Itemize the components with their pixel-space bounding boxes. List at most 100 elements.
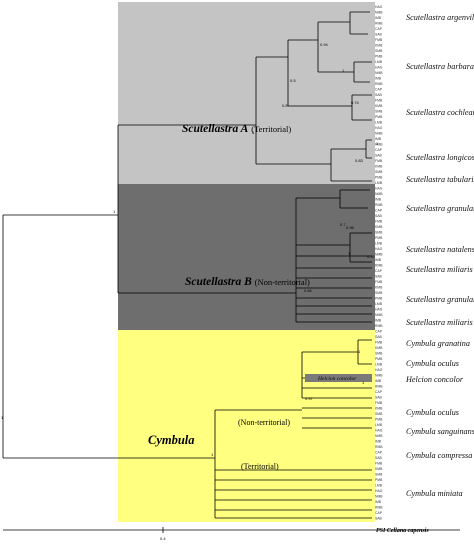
tip-code: SMB xyxy=(375,170,383,174)
node-support: 1 xyxy=(1,415,4,420)
tip-code: CAP xyxy=(375,511,383,515)
tip-code: NMB xyxy=(375,192,383,196)
node-support: 0.5 xyxy=(290,78,296,83)
tip-code: KMB xyxy=(375,407,383,411)
node-support: 1 xyxy=(362,380,365,385)
tip-code: PMB xyxy=(375,357,383,361)
node-support: 0.74 xyxy=(351,100,360,105)
helcion-band xyxy=(305,374,372,382)
helcion-inline-label: Helcion concolor xyxy=(317,376,357,382)
tip-code: RMB xyxy=(375,143,383,147)
node-support: 0.66 xyxy=(304,288,313,293)
species-label: Scutellastra longicosta xyxy=(406,153,474,162)
tip-code: LMB xyxy=(375,363,383,367)
tip-code: CAP xyxy=(375,88,383,92)
species-label: Scutellastra cochlear xyxy=(406,108,474,117)
tip-code: SAB xyxy=(375,214,383,218)
tip-code: IMB xyxy=(375,258,382,262)
tip-code: FMB xyxy=(375,99,383,103)
tip-code: KMB xyxy=(375,346,383,350)
tip-code: SMB xyxy=(375,412,383,416)
tip-code: KMB xyxy=(375,44,383,48)
tip-code: SMB xyxy=(375,110,383,114)
tip-code: NMB xyxy=(375,495,383,499)
cymbula-territorial-label: (Territorial) xyxy=(241,462,279,471)
tip-code: FMB xyxy=(375,341,383,345)
tip-code: NMB xyxy=(375,253,383,257)
tip-code: LMB xyxy=(375,423,383,427)
tip-code: PMB xyxy=(375,176,383,180)
tip-code: IMB xyxy=(375,198,382,202)
tip-code: CAP xyxy=(375,148,383,152)
tip-code: HAG xyxy=(375,247,383,251)
species-label: Cymbula oculus xyxy=(406,408,459,417)
tip-code: SMB xyxy=(375,291,383,295)
backbone-branches xyxy=(2,124,460,533)
tip-code: RMB xyxy=(375,22,383,26)
node-support: 0.96 xyxy=(346,225,355,230)
tip-code: NMB xyxy=(375,71,383,75)
node-support: 1 xyxy=(358,349,361,354)
tip-code: RMB xyxy=(375,385,383,389)
species-label: Cymbula sanguinans xyxy=(406,427,474,436)
tip-code: IMB xyxy=(375,319,382,323)
node-support: 0.83 xyxy=(355,158,364,163)
tip-code: SAB xyxy=(375,33,383,37)
node-support: 1 xyxy=(348,251,351,256)
clade-b-qualifier: (Non-territorial) xyxy=(255,277,310,287)
scutellastra-a-subtree xyxy=(255,11,372,182)
tip-code: LMB xyxy=(375,121,383,125)
tip-code: NMB xyxy=(375,132,383,136)
tip-code: HAG xyxy=(375,5,383,9)
tip-code: CAP xyxy=(375,330,383,334)
tip-code: SAB xyxy=(375,456,383,460)
tip-code: FMB xyxy=(375,38,383,42)
species-label: Scutellastra tabularis xyxy=(406,175,474,184)
tip-code: FMB xyxy=(375,220,383,224)
node-support: 1 xyxy=(376,141,379,146)
tip-code: SAB xyxy=(375,335,383,339)
node-support: 1 xyxy=(211,452,214,457)
tip-code: KMB xyxy=(375,225,383,229)
tip-code: FMB xyxy=(375,280,383,284)
species-labels: Scutellastra argenvillei Scutellastra bar… xyxy=(405,13,474,498)
tip-code: RMB xyxy=(375,445,383,449)
node-support: 0.7 xyxy=(340,222,346,227)
species-label: Cymbula oculus xyxy=(406,359,459,368)
tip-code: RMB xyxy=(375,82,383,86)
tip-code: PMB xyxy=(375,236,383,240)
tip-code: CAP xyxy=(375,209,383,213)
tip-code: KMB xyxy=(375,286,383,290)
species-label: Cymbula granatina xyxy=(406,339,470,348)
outgroup-label: PSI Cellana capensis xyxy=(376,528,429,534)
tip-code: LMB xyxy=(375,302,383,306)
cymbula-nonterritorial-label: (Non-territorial) xyxy=(238,418,290,427)
clade-c-label: Cymbula xyxy=(148,433,195,447)
node-support: 0.93 xyxy=(367,254,376,259)
species-label: Scutellastra argenvillei xyxy=(406,13,474,22)
tip-code: IMB xyxy=(375,16,382,20)
tip-code: LMB xyxy=(375,60,383,64)
tip-code: PMB xyxy=(375,297,383,301)
species-label: Scutellastra natalensis xyxy=(406,245,474,254)
tip-code: NMB xyxy=(375,11,383,15)
tip-code: HAG xyxy=(375,66,383,70)
tip-code: RMB xyxy=(375,264,383,268)
tip-code: SAB xyxy=(375,517,383,521)
species-label: Scutellastra miliaris xyxy=(406,318,473,327)
tip-code: KMB xyxy=(375,165,383,169)
tip-code: KMB xyxy=(375,104,383,108)
tip-code: HAG xyxy=(375,308,383,312)
tip-code: FMB xyxy=(375,462,383,466)
tip-code: HAG xyxy=(375,489,383,493)
tip-code: IMB xyxy=(375,77,382,81)
tip-code: NMB xyxy=(375,434,383,438)
tip-code: RMB xyxy=(375,506,383,510)
tip-code: FMB xyxy=(375,159,383,163)
tip-code: SAB xyxy=(375,154,383,158)
clade-b-label: Scutellastra B (Non-territorial) xyxy=(185,276,310,288)
node-support: 1 xyxy=(342,68,345,73)
tip-code: SMB xyxy=(375,231,383,235)
tip-code: HAG xyxy=(375,187,383,191)
